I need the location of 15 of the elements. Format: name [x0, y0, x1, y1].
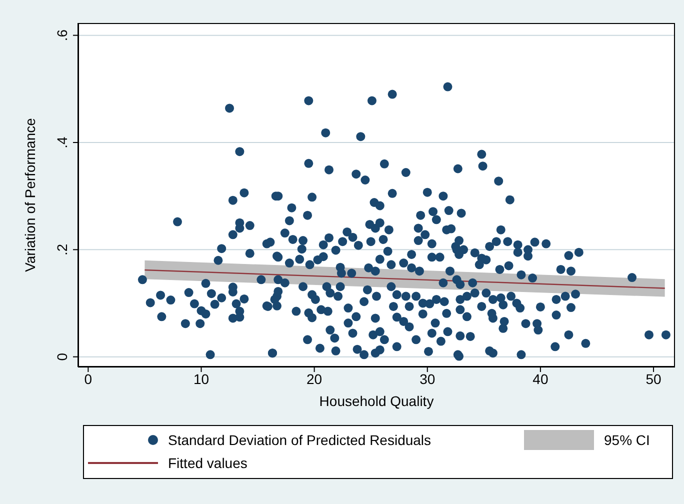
y-tick-label: 0: [54, 352, 70, 361]
x-tick-label: 30: [420, 370, 436, 387]
x-tick-label: 40: [532, 370, 548, 387]
x-tick-label: 10: [193, 370, 210, 387]
x-tick-label: 50: [646, 370, 662, 387]
y-axis-title: Variation of Performance: [22, 118, 38, 272]
y-tick-label: .6: [54, 29, 70, 42]
y-tick-label: .4: [54, 136, 70, 148]
x-tick-label: 20: [306, 370, 322, 387]
x-axis-title: Household Quality: [319, 393, 434, 409]
text: 95% CI: [604, 432, 650, 448]
legend-label: Standard Deviation of Predicted Residuals: [168, 432, 432, 448]
legend-label: Fitted values: [168, 455, 248, 471]
x-tick-label: 0: [84, 370, 92, 387]
y-tick-label: .2: [54, 244, 70, 256]
